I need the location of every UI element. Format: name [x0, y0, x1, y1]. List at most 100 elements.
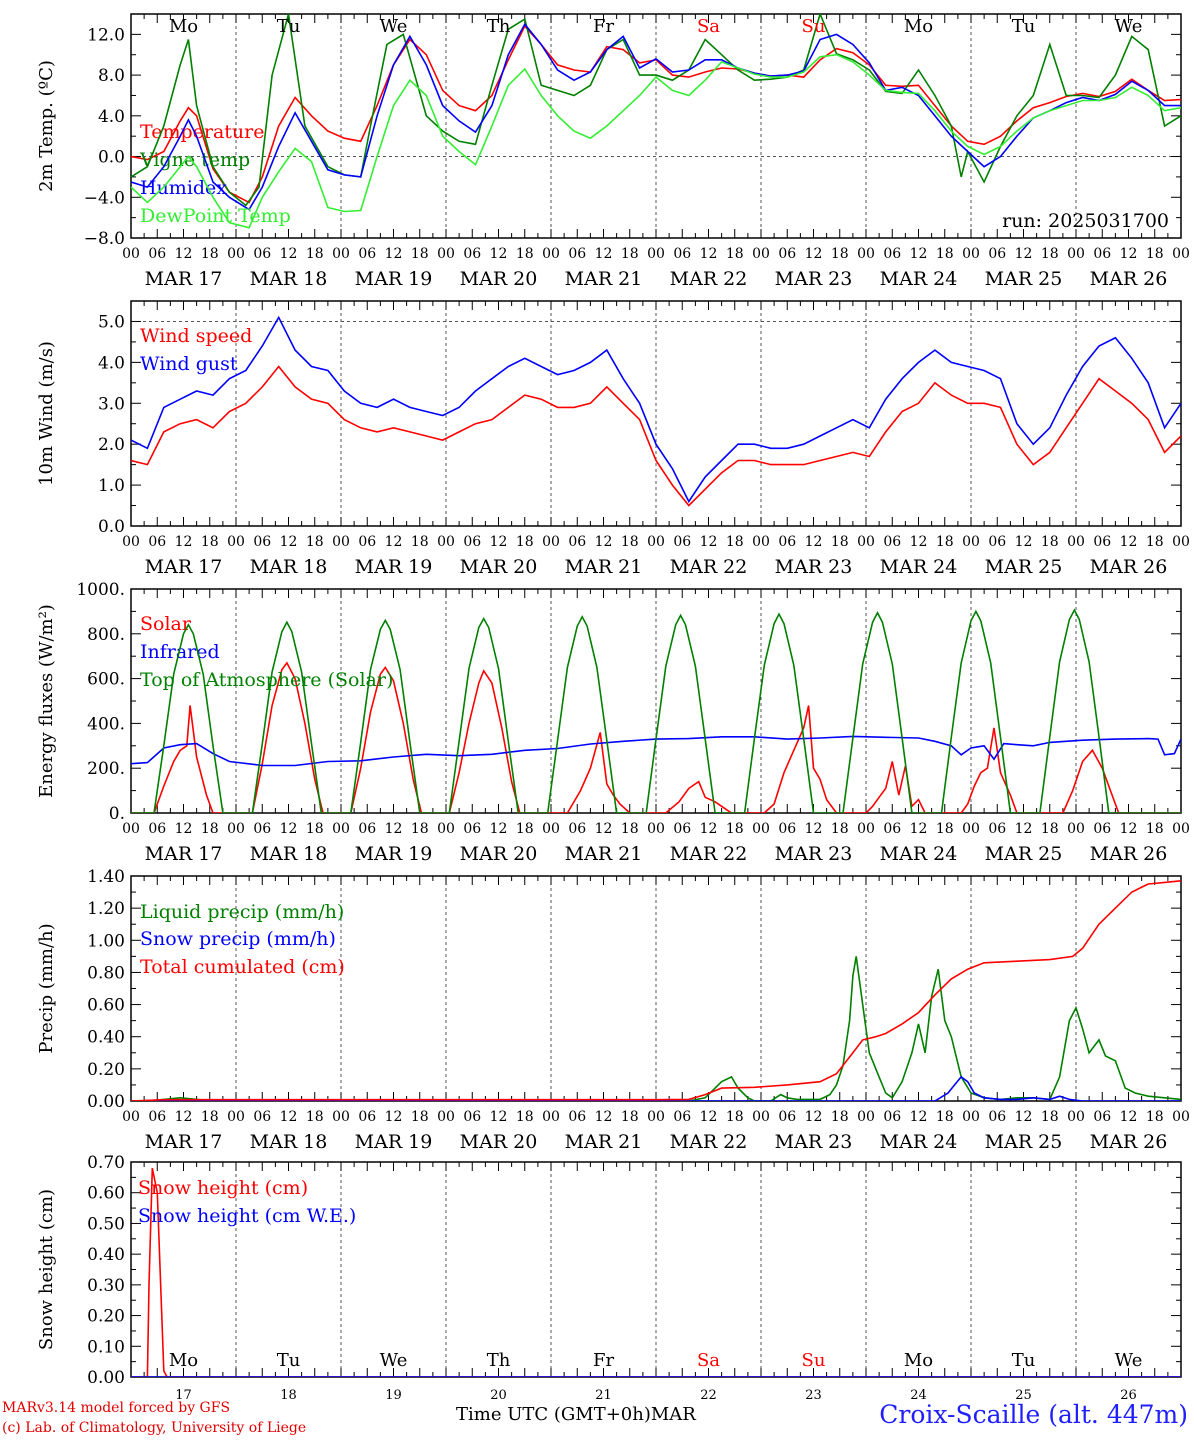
hour-label: 06: [463, 534, 481, 550]
hour-label: 00: [857, 1109, 875, 1125]
y-tick-label: 0.10: [87, 1337, 125, 1357]
legend-entry: DewPoint Temp: [140, 205, 291, 227]
y-axis-label: Snow height (cm): [36, 1189, 57, 1350]
hour-label: 00: [647, 534, 665, 550]
hour-label: 00: [647, 1109, 665, 1125]
series-line-1: [131, 956, 1181, 1101]
series-line-2: [131, 1075, 1181, 1101]
date-label: MAR 20: [460, 843, 538, 865]
hour-label: 06: [358, 1109, 376, 1125]
hour-label: 12: [385, 821, 403, 837]
hour-label: 12: [595, 246, 613, 262]
day-name: Mo: [904, 1350, 933, 1371]
day-name: Mo: [169, 16, 198, 37]
legend-entry: Vigne temp: [139, 149, 250, 171]
hour-label: 12: [280, 1109, 298, 1125]
day-name: Tu: [1012, 1350, 1036, 1371]
hour-label: 00: [1067, 821, 1085, 837]
y-tick-label: 0.60: [87, 1184, 125, 1204]
y-tick-label: 0.00: [87, 1092, 125, 1112]
day-name: Tu: [277, 1350, 301, 1371]
hour-label: 06: [568, 534, 586, 550]
hour-label: 00: [542, 246, 560, 262]
hour-label: 12: [1015, 246, 1033, 262]
hour-label: 18: [306, 821, 324, 837]
hour-label: 00: [1067, 534, 1085, 550]
hour-label: 06: [1093, 821, 1111, 837]
hour-label: 12: [385, 1109, 403, 1125]
date-label: 26: [1120, 1388, 1137, 1403]
hour-label: 18: [516, 821, 534, 837]
hour-label: 18: [1146, 1109, 1164, 1125]
hour-label: 06: [1093, 246, 1111, 262]
hour-label: 12: [910, 534, 928, 550]
date-label: MAR 23: [775, 268, 853, 290]
date-label: MAR 19: [355, 1131, 433, 1153]
hour-label: 12: [700, 534, 718, 550]
hour-label: 18: [411, 246, 429, 262]
hour-label: 12: [490, 246, 508, 262]
date-label: MAR 22: [670, 843, 748, 865]
hour-label: 00: [752, 821, 770, 837]
legend-entry: Wind speed: [140, 325, 252, 347]
hour-label: 06: [463, 821, 481, 837]
hour-label: 18: [306, 246, 324, 262]
hour-label: 12: [1120, 1109, 1138, 1125]
hour-label: 00: [332, 821, 350, 837]
day-name: Mo: [904, 16, 933, 37]
series-line-1: [131, 24, 1181, 204]
x-axis-month: MAR: [650, 1404, 696, 1425]
hour-label: 06: [988, 821, 1006, 837]
hour-label: 06: [253, 246, 271, 262]
legend-entry: Snow precip (mm/h): [140, 928, 336, 950]
y-tick-label: 0.20: [87, 1307, 125, 1327]
hour-label: 00: [962, 534, 980, 550]
hour-label: 18: [726, 534, 744, 550]
series-line-4: [131, 53, 1181, 229]
date-label: MAR 20: [460, 556, 538, 578]
hour-label: 06: [1093, 534, 1111, 550]
date-label: MAR 25: [985, 1131, 1063, 1153]
hour-label: 12: [910, 246, 928, 262]
date-label: MAR 17: [145, 556, 223, 578]
day-name: We: [1115, 1350, 1143, 1371]
hour-label: 18: [621, 246, 639, 262]
hour-label: 18: [516, 246, 534, 262]
y-tick-label: 0.00: [87, 1368, 125, 1388]
date-label: MAR 22: [670, 268, 748, 290]
hour-label: 18: [936, 821, 954, 837]
date-label: MAR 21: [565, 268, 643, 290]
y-tick-label: 1.0: [98, 476, 125, 496]
hour-label: 12: [805, 534, 823, 550]
y-tick-label: 800.: [87, 625, 125, 645]
date-label: MAR 24: [880, 1131, 958, 1153]
date-label: 19: [385, 1388, 402, 1403]
day-name: We: [1115, 16, 1143, 37]
hour-label: 00: [647, 246, 665, 262]
hour-label: 18: [621, 821, 639, 837]
hour-label: 18: [831, 821, 849, 837]
date-label: 18: [280, 1388, 297, 1403]
panel-5: 0.00 0.10 0.20 0.30 0.40 0.50 0.60 0.70 Snow hei…: [36, 1153, 1182, 1403]
date-label: MAR 23: [775, 843, 853, 865]
hour-label: 12: [700, 246, 718, 262]
hour-label: 06: [673, 246, 691, 262]
hour-label: 12: [910, 821, 928, 837]
copyright-line: (c) Lab. of Climatology, University of L…: [2, 1420, 307, 1436]
hour-label: 00: [227, 821, 245, 837]
hour-label: 00: [122, 534, 140, 550]
y-axis-label: Energy fluxes (W/m²): [36, 604, 57, 798]
legend-entry: Top of Atmosphere (Solar): [140, 669, 393, 691]
hour-label: 06: [358, 246, 376, 262]
panel-2: 0.0 1.0 2.0 3.0 4.0 5.0 10m Wind (m/s) Wind spe…: [36, 300, 1190, 578]
series-line-1: [131, 661, 1181, 813]
hour-label: 00: [542, 821, 560, 837]
hour-label: 18: [516, 1109, 534, 1125]
hour-label: 06: [358, 821, 376, 837]
y-axis-label: 2m Temp. (ºC): [36, 60, 57, 192]
legend-entry: Humidex: [140, 177, 227, 199]
y-tick-label: 12.0: [87, 25, 125, 45]
y-tick-label: 1000.: [76, 580, 125, 600]
y-tick-label: 200.: [87, 759, 125, 779]
date-label: MAR 25: [985, 556, 1063, 578]
